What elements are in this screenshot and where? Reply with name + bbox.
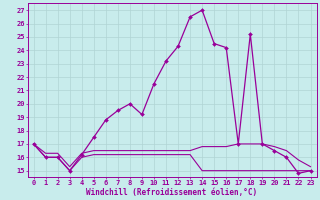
X-axis label: Windchill (Refroidissement éolien,°C): Windchill (Refroidissement éolien,°C) [86,188,258,197]
